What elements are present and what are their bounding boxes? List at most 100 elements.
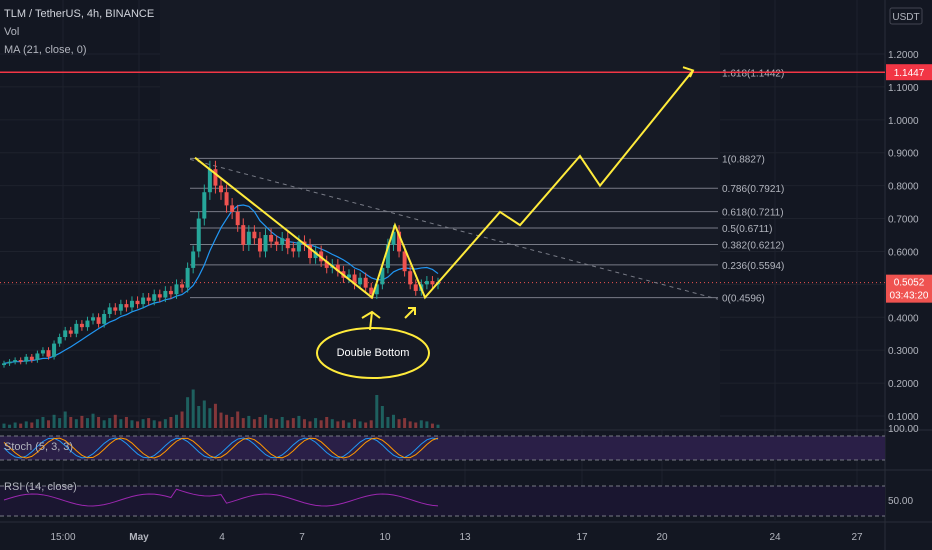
- volume-bar: [30, 422, 34, 428]
- volume-bar: [252, 419, 256, 428]
- y-tick-label: 1.1000: [888, 83, 919, 94]
- volume-bar: [314, 418, 318, 428]
- candle-body: [352, 274, 357, 285]
- volume-bar: [213, 403, 217, 428]
- volume-bar: [430, 423, 434, 428]
- x-tick-label: 10: [379, 532, 391, 543]
- volume-bar: [136, 421, 140, 428]
- volume-bar: [258, 417, 262, 428]
- candle-body: [280, 238, 285, 245]
- volume-bar: [47, 420, 51, 428]
- candle-body: [402, 251, 407, 272]
- volume-bar: [130, 420, 134, 428]
- candle-body: [246, 231, 251, 245]
- candle-body: [363, 277, 368, 288]
- double-bottom-text: Double Bottom: [337, 347, 410, 359]
- volume-bar: [275, 419, 279, 428]
- candle-body: [35, 353, 40, 361]
- volume-bar: [152, 420, 156, 428]
- candle-body: [96, 317, 101, 324]
- y-tick-label: 1.2000: [888, 50, 919, 61]
- fib-label: 0.618(0.7211): [722, 208, 784, 219]
- volume-bar: [408, 421, 412, 428]
- volume-bar: [119, 419, 123, 428]
- x-tick-label: 13: [459, 532, 471, 543]
- volume-bar: [419, 420, 423, 428]
- candle-body: [102, 313, 107, 324]
- candle-body: [118, 304, 123, 311]
- candle-body: [241, 225, 246, 245]
- candle-body: [7, 361, 12, 364]
- candle-body: [308, 244, 313, 259]
- fib-label: 0.5(0.6711): [722, 224, 772, 235]
- fib-label: 0.382(0.6212): [722, 240, 784, 251]
- volume-bar: [280, 417, 284, 428]
- x-tick-label: 7: [299, 532, 305, 543]
- volume-bar: [330, 419, 334, 428]
- bottom-arrow-right: [404, 307, 416, 319]
- x-tick-label: 24: [769, 532, 781, 543]
- candle-body: [13, 360, 18, 362]
- rsi-label: RSI (14, close): [4, 481, 77, 493]
- candle-body: [163, 290, 168, 298]
- candle-body: [291, 248, 296, 252]
- ma-legend: MA (21, close, 0): [4, 44, 87, 56]
- stoch-label: Stoch (5, 3, 3): [4, 441, 74, 453]
- volume-bar: [375, 395, 379, 428]
- volume-bar: [91, 413, 95, 428]
- volume-bar: [147, 418, 151, 428]
- candle-body: [269, 235, 274, 242]
- volume-bar: [63, 411, 67, 428]
- volume-bar: [141, 419, 145, 428]
- candle-body: [408, 271, 413, 285]
- volume-bar: [208, 408, 212, 428]
- resistance-tag-label: 1.1447: [894, 68, 925, 79]
- candle-body: [202, 192, 207, 219]
- volume-bar: [397, 419, 401, 428]
- symbol-title: TLM / TetherUS, 4h, BINANCE: [4, 8, 155, 20]
- candle-body: [91, 317, 96, 321]
- stoch-d-line: [3, 437, 439, 459]
- volume-bar: [353, 419, 357, 428]
- volume-bar: [264, 414, 268, 428]
- volume-bar: [74, 419, 78, 428]
- volume-bar: [364, 422, 368, 428]
- candle-body: [24, 356, 29, 362]
- price-tag-label: 0.5052: [894, 278, 925, 289]
- y-tick-label: 0.9000: [888, 149, 919, 160]
- candle-body: [263, 235, 268, 252]
- y-tick-label: 0.7000: [888, 215, 919, 226]
- fib-extension-label: 1.618(1.1442): [722, 68, 784, 79]
- volume-bar: [174, 414, 178, 428]
- candle-body: [335, 264, 340, 272]
- volume-bar: [191, 389, 195, 428]
- candle-body: [152, 294, 157, 301]
- trend-line: [189, 158, 719, 300]
- candle-body: [113, 307, 118, 311]
- volume-bar: [97, 417, 101, 428]
- candle-body: [346, 274, 351, 278]
- candle-body: [174, 284, 179, 295]
- candle-body: [57, 337, 62, 344]
- candle-body: [74, 323, 79, 334]
- volume-bar: [158, 421, 162, 428]
- volume-bar: [85, 418, 89, 428]
- volume-bar: [291, 418, 295, 428]
- volume-bar: [163, 419, 167, 428]
- volume-bar: [241, 418, 245, 428]
- candle-body: [430, 281, 435, 285]
- volume-bar: [319, 420, 323, 428]
- volume-bar: [391, 414, 395, 428]
- candle-body: [29, 356, 34, 361]
- candle-body: [18, 360, 23, 362]
- x-tick-label: 27: [851, 532, 863, 543]
- volume-bar: [336, 421, 340, 428]
- volume-bar: [236, 411, 240, 428]
- volume-bar: [247, 415, 251, 428]
- y-tick-label: 0.6000: [888, 247, 919, 258]
- volume-bar: [425, 421, 429, 428]
- rsi-line: [3, 488, 439, 507]
- volume-bar: [58, 418, 62, 428]
- symbol-header: TLM / TetherUS, 4h, BINANCE: [4, 8, 154, 20]
